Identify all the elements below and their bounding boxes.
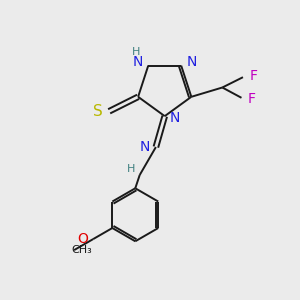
Text: S: S	[93, 104, 103, 119]
Text: N: N	[140, 140, 150, 154]
Text: O: O	[77, 232, 88, 246]
Text: F: F	[249, 69, 257, 83]
Text: F: F	[248, 92, 256, 106]
Text: N: N	[187, 55, 197, 69]
Text: H: H	[132, 47, 140, 57]
Text: CH₃: CH₃	[71, 245, 92, 255]
Text: H: H	[127, 164, 136, 173]
Text: N: N	[170, 111, 180, 124]
Text: N: N	[133, 55, 143, 69]
